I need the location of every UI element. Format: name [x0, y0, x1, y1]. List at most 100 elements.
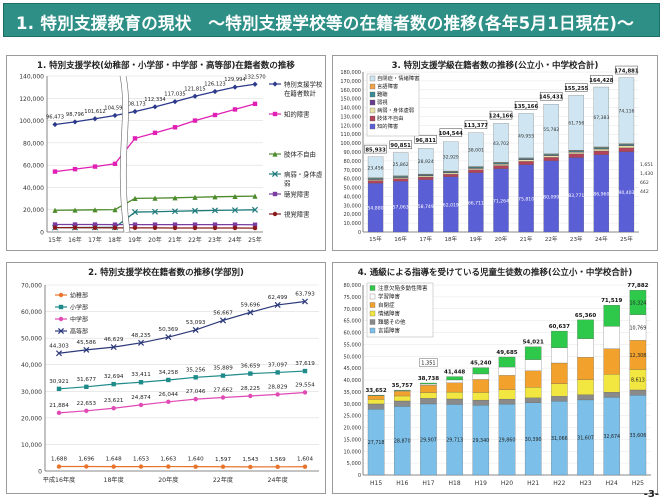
data-point — [132, 195, 138, 201]
legend-marker — [272, 211, 278, 217]
total-label: 77,882 — [627, 283, 648, 289]
legend-label: 高等部 — [70, 328, 88, 336]
data-point — [72, 207, 78, 213]
x-tick-label: 18年度 — [104, 476, 124, 484]
data-point — [92, 116, 98, 122]
bar-segment — [593, 86, 610, 148]
data-point — [83, 346, 90, 353]
side-label: 1,430 — [640, 171, 653, 177]
legend-swatch — [369, 293, 376, 300]
data-point — [171, 208, 179, 215]
bar-segment — [551, 383, 568, 397]
data-point — [112, 222, 118, 227]
legend-label: 情緒障害 — [378, 310, 401, 318]
data-point — [56, 464, 62, 469]
data-point — [232, 193, 238, 200]
series-line-3 — [58, 300, 306, 354]
legend-label: 病弱・身体虚 — [284, 170, 322, 179]
legend-label: 自閉症・情緒障害 — [377, 74, 419, 82]
axis-break-edge — [119, 75, 125, 233]
chart2-svg: 0 10,000 20,000 30,000 40,000 50,000 60,000 70,… — [21, 283, 319, 484]
x-tick-label: 25年 — [620, 235, 633, 243]
data-point — [165, 334, 172, 341]
segment-label: 25,862 — [393, 162, 409, 168]
data-label: 1,640 — [188, 457, 204, 463]
legend-label: 言語障害 — [378, 327, 401, 335]
data-point — [56, 410, 62, 416]
bar-segment — [493, 165, 509, 169]
bar-segment — [446, 398, 463, 405]
data-label: 98,796 — [66, 112, 84, 118]
bar-segment — [551, 347, 568, 364]
total-label: 71,519 — [601, 298, 622, 304]
legend-marker — [272, 151, 278, 157]
legend-label: 中学部 — [70, 316, 88, 324]
x-tick-label: 23年 — [570, 235, 583, 243]
legend-swatch — [369, 310, 376, 317]
bar-segment — [446, 391, 463, 400]
total-box — [514, 101, 538, 110]
bar-segment — [472, 367, 490, 375]
data-point — [152, 104, 158, 110]
bar-segment — [603, 348, 620, 375]
legend-marker — [58, 304, 64, 310]
data-label: 1,688 — [51, 457, 67, 463]
y-tick-label: 40,000 — [344, 194, 362, 200]
bar-segment — [603, 374, 620, 393]
extra-label: 1,351 — [421, 361, 435, 367]
legend-swatch — [369, 107, 376, 114]
x-tick-label: 20年度 — [158, 476, 178, 484]
chart3-title: 3. 特別支援学級在籍者数の推移(公立小・中学校合計) — [391, 61, 599, 71]
bar-segment — [518, 113, 534, 158]
y-tick-label: 75,000 — [344, 295, 362, 301]
y-tick-label: 100,000 — [19, 118, 44, 125]
legend-swatch — [369, 327, 376, 334]
data-label: 36,659 — [241, 364, 261, 370]
y-tick-label: 20,000 — [344, 426, 362, 432]
data-point — [166, 464, 171, 469]
x-tick-label: 20年 — [495, 235, 508, 243]
legend-label: 聴覚障害 — [284, 190, 310, 199]
y-tick-label: 40,000 — [344, 378, 362, 384]
legend-label: 知的障害 — [377, 122, 398, 130]
data-label: 21,884 — [49, 403, 69, 409]
x-tick-label: H20 — [501, 480, 513, 487]
side-label: 662 — [640, 180, 649, 186]
x-tick-label: 16年 — [394, 235, 407, 243]
bar-segment — [367, 394, 385, 396]
total-box — [414, 135, 437, 144]
y-tick-label: 120,000 — [340, 123, 361, 129]
y-tick-label: 50,000 — [344, 354, 362, 360]
data-label: 30,921 — [49, 379, 69, 385]
bar-segment — [446, 382, 463, 393]
bar-segment — [551, 396, 568, 402]
data-point — [248, 393, 253, 399]
x-tick-label: 19年 — [128, 236, 142, 244]
data-label: 48,235 — [131, 333, 151, 339]
data-point — [52, 207, 58, 213]
data-point — [274, 301, 281, 308]
data-point — [112, 161, 118, 167]
x-tick-label: 18年 — [108, 236, 122, 244]
y-tick-label: 0 — [358, 230, 361, 236]
y-tick-label: 0 — [38, 469, 42, 476]
bar-segment — [493, 123, 509, 163]
bar-segment — [524, 387, 542, 398]
x-tick-label: 19年 — [470, 235, 483, 243]
data-label: 27,046 — [186, 389, 206, 395]
chart1-title: 1. 特別支援学校(幼稚部・小学部・中学部・高等部)在籍者数の推移 — [37, 61, 295, 71]
y-tick-label: 20,000 — [344, 212, 362, 218]
data-point — [111, 381, 116, 387]
data-point — [52, 225, 58, 230]
y-tick-label: 80,000 — [23, 140, 44, 147]
segment-label: 29,860 — [499, 438, 516, 444]
bar-segment — [629, 290, 647, 315]
data-label: 45,586 — [77, 340, 97, 346]
y-tick-label: 45,000 — [344, 366, 362, 372]
segment-label: 29,907 — [420, 437, 437, 443]
x-tick-label: H17 — [422, 480, 434, 487]
total-label: 33,652 — [365, 388, 386, 394]
data-point — [152, 222, 158, 227]
x-tick-label: H25 — [632, 480, 644, 487]
data-point — [132, 108, 138, 115]
